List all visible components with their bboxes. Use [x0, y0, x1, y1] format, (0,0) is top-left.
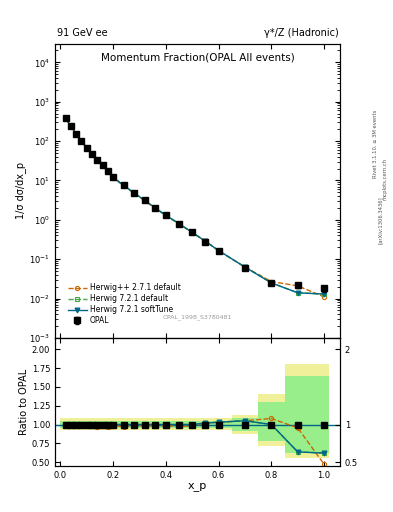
Herwig++ 2.7.1 default: [322, 294, 327, 300]
Bar: [60, 421, 152, 428]
Herwig++ 2.7.1 default: [84, 145, 89, 151]
Herwig 7.2.1 softTune: [121, 182, 126, 188]
Herwig 7.2.1 softTune: [111, 174, 116, 180]
Herwig 7.2.1 softTune: [177, 221, 182, 227]
Herwig++ 2.7.1 default: [111, 175, 116, 181]
Herwig 7.2.1 softTune: [79, 138, 84, 144]
Bar: [152, 418, 206, 430]
Herwig++ 2.7.1 default: [269, 279, 274, 285]
Herwig 7.2.1 default: [163, 212, 168, 219]
Herwig 7.2.1 default: [105, 168, 110, 175]
Line: Herwig 7.2.1 default: Herwig 7.2.1 default: [63, 116, 327, 296]
Line: Herwig++ 2.7.1 default: Herwig++ 2.7.1 default: [64, 116, 326, 299]
Herwig 7.2.1 default: [100, 162, 105, 168]
Legend: Herwig++ 2.7.1 default, Herwig 7.2.1 default, Herwig 7.2.1 softTune, OPAL: Herwig++ 2.7.1 default, Herwig 7.2.1 def…: [64, 281, 184, 328]
Bar: [206, 421, 232, 428]
Herwig 7.2.1 softTune: [105, 168, 110, 175]
Bar: [258, 402, 285, 441]
Herwig 7.2.1 default: [63, 115, 68, 121]
X-axis label: x_p: x_p: [188, 481, 207, 491]
Herwig 7.2.1 softTune: [190, 229, 195, 236]
Herwig++ 2.7.1 default: [79, 138, 84, 144]
Herwig++ 2.7.1 default: [153, 205, 158, 211]
Herwig 7.2.1 default: [111, 174, 116, 180]
Herwig 7.2.1 default: [296, 290, 300, 296]
Bar: [285, 364, 329, 458]
Herwig 7.2.1 default: [121, 182, 126, 188]
Herwig 7.2.1 softTune: [296, 290, 300, 296]
Bar: [258, 394, 285, 445]
Text: mcplots.cern.ch: mcplots.cern.ch: [383, 158, 387, 200]
Herwig++ 2.7.1 default: [203, 238, 208, 244]
Herwig 7.2.1 softTune: [322, 291, 327, 297]
Herwig 7.2.1 softTune: [84, 144, 89, 151]
Herwig++ 2.7.1 default: [121, 183, 126, 189]
Herwig 7.2.1 softTune: [68, 123, 73, 129]
Bar: [232, 415, 258, 434]
Herwig 7.2.1 softTune: [132, 190, 136, 196]
Herwig 7.2.1 softTune: [153, 205, 158, 211]
Herwig++ 2.7.1 default: [100, 163, 105, 169]
Herwig 7.2.1 default: [84, 144, 89, 151]
Herwig 7.2.1 default: [95, 157, 99, 163]
Herwig 7.2.1 default: [68, 123, 73, 129]
Herwig 7.2.1 default: [74, 131, 79, 137]
Herwig 7.2.1 default: [322, 291, 327, 297]
Text: OPAL_1998_S3780481: OPAL_1998_S3780481: [163, 314, 232, 321]
Herwig 7.2.1 default: [216, 247, 221, 253]
Herwig 7.2.1 default: [269, 280, 274, 286]
Text: γ*/Z (Hadronic): γ*/Z (Hadronic): [264, 28, 339, 38]
Herwig++ 2.7.1 default: [216, 247, 221, 253]
Herwig 7.2.1 default: [177, 221, 182, 227]
Herwig++ 2.7.1 default: [242, 264, 247, 270]
Bar: [206, 418, 232, 430]
Text: 91 GeV ee: 91 GeV ee: [57, 28, 108, 38]
Herwig++ 2.7.1 default: [105, 169, 110, 175]
Bar: [232, 418, 258, 431]
Text: [arXiv:1306.3436]: [arXiv:1306.3436]: [378, 196, 383, 244]
Herwig 7.2.1 softTune: [269, 280, 274, 286]
Y-axis label: 1/σ dσ/dx_p: 1/σ dσ/dx_p: [15, 162, 26, 219]
Herwig 7.2.1 softTune: [63, 115, 68, 121]
Herwig++ 2.7.1 default: [132, 190, 136, 197]
Herwig++ 2.7.1 default: [177, 221, 182, 227]
Herwig++ 2.7.1 default: [296, 283, 300, 289]
Herwig 7.2.1 softTune: [203, 238, 208, 244]
Herwig 7.2.1 softTune: [242, 264, 247, 270]
Herwig 7.2.1 softTune: [90, 151, 94, 157]
Herwig++ 2.7.1 default: [95, 157, 99, 163]
Herwig++ 2.7.1 default: [163, 212, 168, 219]
Herwig 7.2.1 softTune: [142, 198, 147, 204]
Y-axis label: Ratio to OPAL: Ratio to OPAL: [19, 369, 29, 435]
Herwig 7.2.1 default: [79, 138, 84, 144]
Line: Herwig 7.2.1 softTune: Herwig 7.2.1 softTune: [63, 116, 327, 296]
Herwig 7.2.1 softTune: [95, 157, 99, 163]
Herwig 7.2.1 default: [190, 229, 195, 236]
Herwig 7.2.1 softTune: [216, 247, 221, 253]
Herwig 7.2.1 softTune: [163, 212, 168, 219]
Text: Momentum Fraction(OPAL All events): Momentum Fraction(OPAL All events): [101, 52, 294, 62]
Herwig++ 2.7.1 default: [90, 151, 94, 157]
Herwig++ 2.7.1 default: [190, 230, 195, 236]
Herwig 7.2.1 default: [153, 205, 158, 211]
Herwig 7.2.1 default: [203, 238, 208, 244]
Herwig++ 2.7.1 default: [74, 131, 79, 137]
Herwig 7.2.1 default: [142, 198, 147, 204]
Herwig++ 2.7.1 default: [142, 198, 147, 204]
Herwig 7.2.1 default: [242, 264, 247, 270]
Herwig 7.2.1 default: [90, 151, 94, 157]
Bar: [152, 421, 206, 428]
Herwig 7.2.1 softTune: [100, 162, 105, 168]
Bar: [285, 376, 329, 453]
Herwig++ 2.7.1 default: [68, 123, 73, 130]
Herwig 7.2.1 softTune: [74, 131, 79, 137]
Text: Rivet 3.1.10, ≥ 3M events: Rivet 3.1.10, ≥ 3M events: [373, 109, 378, 178]
Bar: [60, 418, 152, 430]
Herwig 7.2.1 default: [132, 190, 136, 196]
Herwig++ 2.7.1 default: [63, 115, 68, 121]
